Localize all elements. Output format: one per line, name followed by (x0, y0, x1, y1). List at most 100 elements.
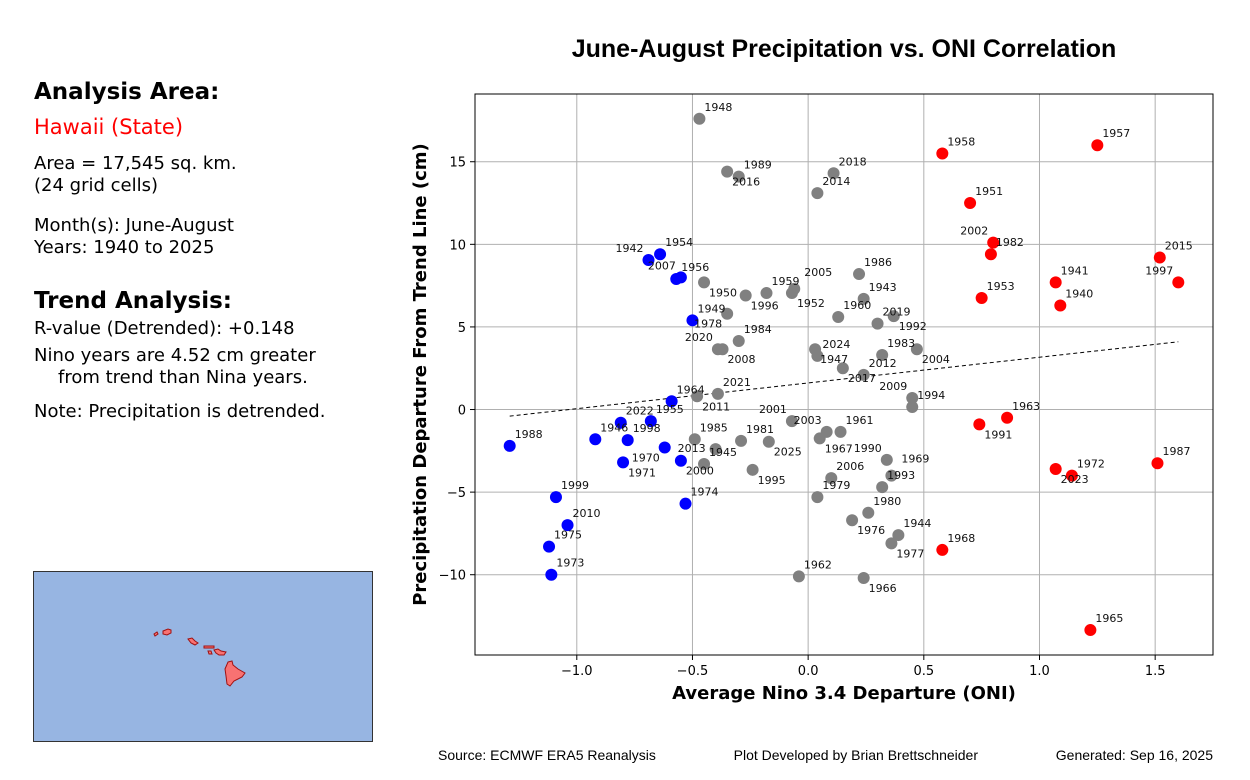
x-tick-label: 1.5 (1145, 664, 1166, 679)
point-label: 1962 (804, 558, 832, 571)
point-label: 1953 (987, 280, 1015, 293)
point-label: 2015 (1165, 240, 1193, 253)
data-point (862, 506, 875, 519)
data-point (853, 268, 866, 281)
data-point (887, 310, 900, 323)
point-label: 1985 (700, 421, 728, 434)
point-label: 1947 (820, 353, 848, 366)
data-point (503, 439, 516, 452)
point-label: 1988 (515, 428, 543, 441)
area-size: Area = 17,545 sq. km. (34, 153, 237, 174)
r-value: R-value (Detrended): +0.148 (34, 318, 295, 339)
x-tick-label: −1.0 (561, 664, 593, 679)
data-point (732, 170, 745, 183)
point-label: 1964 (677, 383, 705, 396)
point-label: 2016 (732, 176, 760, 189)
y-tick-label: −5 (447, 486, 466, 501)
point-label: 1961 (846, 414, 874, 427)
point-label: 2023 (1061, 473, 1089, 486)
data-point (746, 463, 759, 476)
x-tick-label: 0.5 (913, 664, 934, 679)
data-point (1049, 276, 1062, 289)
data-point (1091, 139, 1104, 152)
data-point (739, 289, 752, 302)
data-point (846, 514, 859, 527)
data-point (721, 307, 734, 320)
point-label: 1984 (744, 323, 772, 336)
island-oahu (187, 637, 199, 646)
data-point (785, 415, 798, 428)
nino-diff-line2: from trend than Nina years. (58, 367, 308, 388)
y-tick-label: −10 (439, 569, 466, 584)
point-label: 1966 (869, 582, 897, 595)
data-point (721, 165, 734, 178)
data-point (698, 276, 711, 289)
chart-title: June-August Precipitation vs. ONI Correl… (571, 35, 1117, 63)
source-text: Source: ECMWF ERA5 Reanalysis (438, 747, 656, 763)
y-tick-label: 0 (458, 404, 466, 419)
data-point (762, 435, 775, 448)
point-label: 1992 (899, 320, 927, 333)
point-label: 2000 (686, 465, 714, 478)
data-point (906, 401, 919, 414)
data-point (709, 443, 722, 456)
area-map (33, 571, 373, 742)
point-label: 1960 (843, 299, 871, 312)
data-point (665, 395, 678, 408)
data-point (735, 434, 748, 447)
data-point (589, 433, 602, 446)
hawaii-islands (153, 628, 246, 687)
data-point (885, 469, 898, 482)
point-label: 2006 (836, 460, 864, 473)
point-label: 1972 (1077, 458, 1105, 471)
data-point (545, 568, 558, 581)
point-label: 1949 (697, 302, 725, 315)
point-label: 2002 (960, 225, 988, 238)
detrend-note: Note: Precipitation is detrended. (34, 401, 326, 422)
data-point (679, 497, 692, 510)
data-point (1153, 251, 1166, 264)
point-label: 1974 (691, 486, 719, 499)
data-point (811, 491, 824, 504)
data-point (654, 248, 667, 261)
data-point (760, 287, 773, 300)
data-point (871, 317, 884, 330)
data-point (1084, 624, 1097, 637)
data-point (832, 311, 845, 324)
data-point (973, 418, 986, 431)
point-label: 1998 (633, 422, 661, 435)
point-label: 2019 (883, 306, 911, 319)
x-axis-label: Average Nino 3.4 Departure (ONI) (672, 683, 1016, 704)
scatter-plot: −1.0 −0.5 0.0 0.5 1.0 1.5 −10 −5 0 5 10 15 1945 1955 1… (410, 93, 1214, 704)
data-point (834, 425, 847, 438)
data-point (906, 391, 919, 404)
point-label: 1977 (896, 547, 924, 560)
point-label: 1990 (854, 442, 882, 455)
y-tick-label: 10 (449, 238, 466, 253)
point-label: 1979 (822, 479, 850, 492)
x-tick-label: −0.5 (677, 664, 709, 679)
point-label: 2008 (728, 353, 756, 366)
point-label: 2025 (774, 446, 802, 459)
point-label: 1954 (665, 236, 693, 249)
data-point (892, 529, 905, 542)
point-label: 1968 (947, 532, 975, 545)
point-label: 1989 (744, 159, 772, 172)
point-label: 2005 (804, 266, 832, 279)
data-point (732, 334, 745, 347)
data-point (711, 387, 724, 400)
point-label: 1991 (984, 428, 1012, 441)
point-label: 1980 (873, 495, 901, 508)
point-label: 2001 (759, 403, 787, 416)
point-label: 2003 (794, 414, 822, 427)
data-point (936, 543, 949, 556)
point-label: 1941 (1061, 264, 1089, 277)
point-label: 2009 (879, 380, 907, 393)
years: Years: 1940 to 2025 (34, 237, 215, 258)
point-label: 1940 (1065, 287, 1093, 300)
point-label: 1981 (746, 423, 774, 436)
point-label: 1970 (632, 452, 660, 465)
footer: Source: ECMWF ERA5 Reanalysis Plot Devel… (438, 747, 1213, 764)
point-label: 2020 (685, 331, 713, 344)
